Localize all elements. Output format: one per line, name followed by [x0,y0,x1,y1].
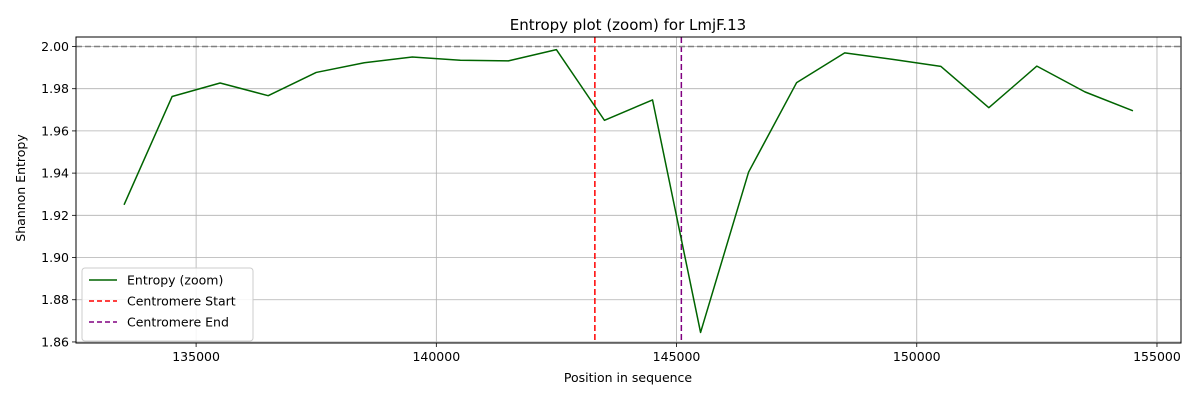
series-line-entropy [123,48,1134,334]
y-tick-label: 1.94 [41,166,69,181]
y-tick-label: 1.98 [41,81,69,96]
reference-lines [76,37,1181,343]
legend-label: Centromere End [127,315,229,330]
y-axis-label: Shannon Entropy [13,134,28,242]
chart-title: Entropy plot (zoom) for LmjF.13 [510,16,746,34]
x-axis-label: Position in sequence [564,370,693,385]
series-layer [123,48,1134,334]
y-tick-label: 1.96 [41,123,69,138]
x-tick-label: 140000 [412,349,460,364]
y-tick-label: 1.86 [41,334,69,349]
x-tick-label: 150000 [893,349,941,364]
legend: Entropy (zoom) Centromere Start Centromere… [81,267,254,342]
x-tick-label: 135000 [172,349,220,364]
y-tick-label: 1.90 [41,250,69,265]
y-tick-label: 1.92 [41,208,69,223]
ticks: 135000 140000 145000 150000 155000 1.86 1.88 1.… [41,39,1181,364]
legend-label: Entropy (zoom) [127,273,223,288]
legend-box [81,267,254,342]
y-tick-label: 1.88 [41,292,69,307]
x-tick-label: 145000 [653,349,701,364]
x-tick-label: 155000 [1133,349,1181,364]
y-tick-label: 2.00 [41,39,69,54]
plot-frame [75,36,1182,344]
legend-label: Centromere Start [127,294,236,309]
